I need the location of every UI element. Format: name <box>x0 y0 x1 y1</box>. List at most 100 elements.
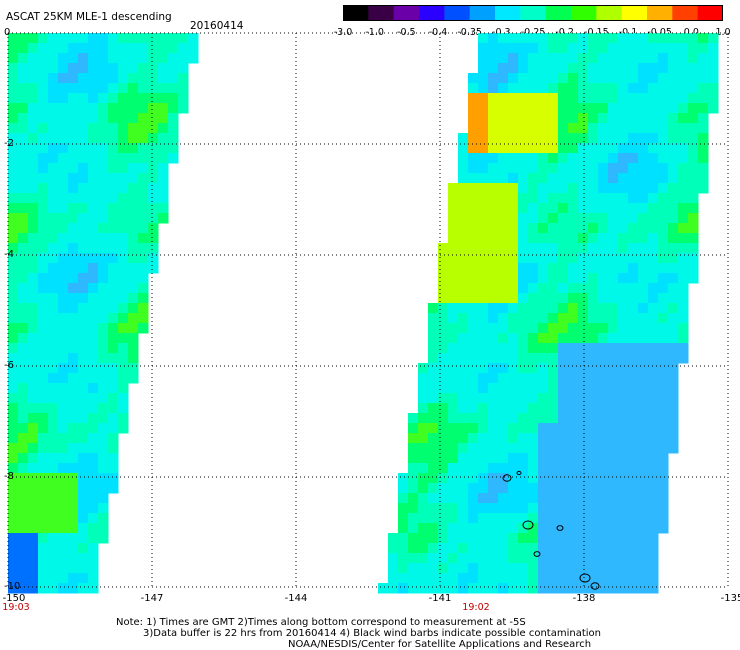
wind-cell <box>618 523 629 534</box>
wind-cell <box>428 383 439 394</box>
wind-cell <box>18 33 29 44</box>
wind-cell <box>58 63 69 74</box>
wind-cell <box>568 173 579 184</box>
wind-cell <box>88 133 99 144</box>
wind-cell <box>18 503 29 514</box>
wind-cell <box>568 483 579 494</box>
wind-cell <box>498 393 509 404</box>
wind-cell <box>508 273 519 284</box>
wind-cell <box>78 93 89 104</box>
wind-cell <box>158 193 169 204</box>
wind-cell <box>148 53 159 64</box>
wind-cell <box>128 53 139 64</box>
wind-cell <box>528 583 539 594</box>
wind-cell <box>508 443 519 454</box>
wind-cell <box>448 483 459 494</box>
wind-cell <box>68 183 79 194</box>
wind-cell <box>518 133 529 144</box>
wind-cell <box>508 173 519 184</box>
wind-cell <box>428 373 439 384</box>
wind-cell <box>608 293 619 304</box>
wind-cell <box>128 273 139 284</box>
wind-cell <box>8 253 19 264</box>
wind-cell <box>28 423 39 434</box>
wind-cell <box>98 393 109 404</box>
wind-cell <box>18 303 29 314</box>
wind-cell <box>618 493 629 504</box>
wind-cell <box>508 433 519 444</box>
wind-cell <box>518 143 529 154</box>
wind-cell <box>628 153 639 164</box>
wind-cell <box>498 153 509 164</box>
wind-cell <box>548 353 559 364</box>
wind-cell <box>468 403 479 414</box>
wind-cell <box>478 443 489 454</box>
wind-cell <box>518 413 529 424</box>
wind-cell <box>588 273 599 284</box>
wind-cell <box>18 313 29 324</box>
wind-cell <box>128 103 139 114</box>
wind-cell <box>568 203 579 214</box>
wind-cell <box>688 113 699 124</box>
wind-cell <box>78 323 89 334</box>
wind-cell <box>578 543 589 554</box>
wind-cell <box>418 393 429 404</box>
wind-cell <box>38 243 49 254</box>
wind-cell <box>578 533 589 544</box>
wind-cell <box>658 143 669 154</box>
wind-cell <box>638 133 649 144</box>
wind-cell <box>558 503 569 514</box>
wind-cell <box>438 363 449 374</box>
wind-cell <box>28 463 39 474</box>
wind-cell <box>498 263 509 274</box>
wind-cell <box>478 113 489 124</box>
wind-cell <box>108 93 119 104</box>
wind-cell <box>478 233 489 244</box>
wind-cell <box>458 553 469 564</box>
wind-cell <box>48 293 59 304</box>
wind-cell <box>598 303 609 314</box>
wind-cell <box>458 363 469 374</box>
wind-cell <box>698 183 709 194</box>
wind-cell <box>8 363 19 374</box>
wind-cell <box>478 43 489 54</box>
wind-cell <box>28 383 39 394</box>
wind-cell <box>408 433 419 444</box>
wind-cell <box>448 293 459 304</box>
wind-cell <box>578 393 589 404</box>
wind-cell <box>548 333 559 344</box>
wind-cell <box>478 573 489 584</box>
wind-cell <box>138 173 149 184</box>
wind-cell <box>108 133 119 144</box>
wind-cell <box>508 73 519 84</box>
wind-cell <box>528 213 539 224</box>
wind-cell <box>548 363 559 374</box>
wind-cell <box>418 513 429 524</box>
wind-cell <box>658 433 669 444</box>
wind-cell <box>588 293 599 304</box>
wind-cell <box>598 493 609 504</box>
wind-cell <box>58 413 69 424</box>
wind-cell <box>28 343 39 354</box>
wind-cell <box>48 543 59 554</box>
wind-cell <box>498 293 509 304</box>
wind-cell <box>78 553 89 564</box>
wind-cell <box>608 483 619 494</box>
wind-cell <box>458 233 469 244</box>
wind-cell <box>118 43 129 54</box>
wind-cell <box>148 83 159 94</box>
wind-cell <box>548 323 559 334</box>
wind-cell <box>458 283 469 294</box>
wind-cell <box>88 43 99 54</box>
wind-cell <box>528 203 539 214</box>
wind-cell <box>58 33 69 44</box>
wind-cell <box>588 373 599 384</box>
wind-cell <box>28 573 39 584</box>
wind-cell <box>638 223 649 234</box>
wind-cell <box>598 103 609 114</box>
wind-cell <box>78 63 89 74</box>
wind-cell <box>88 563 99 574</box>
wind-cell <box>488 433 499 444</box>
wind-cell <box>658 63 669 74</box>
wind-cell <box>88 523 99 534</box>
